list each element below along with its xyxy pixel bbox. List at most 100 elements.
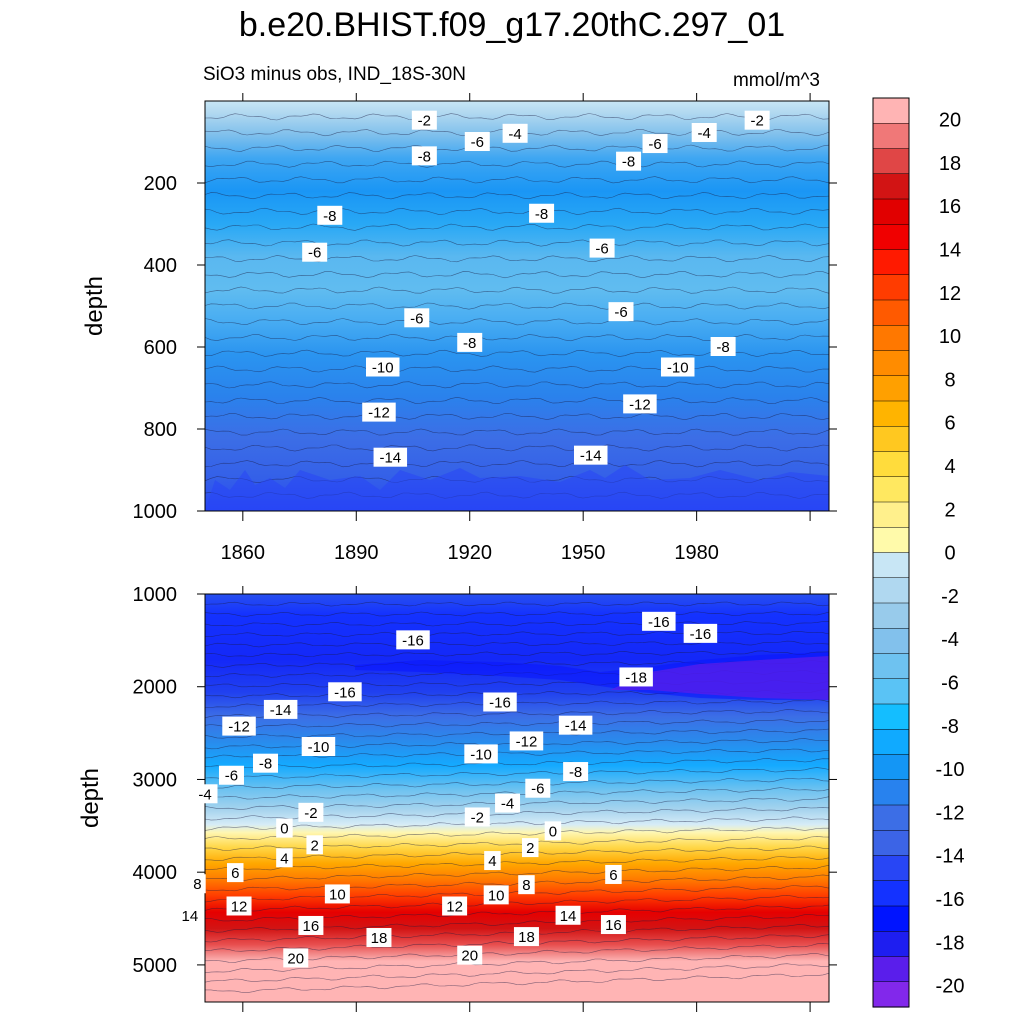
contour-label-bg (189, 874, 206, 894)
colorbar-label: -18 (936, 932, 965, 954)
contour-label-bg (544, 821, 562, 841)
top-deep-blob (205, 465, 829, 511)
contour-label: -6 (648, 136, 661, 153)
colorbar-swatch (873, 451, 909, 478)
contour-label: -14 (565, 718, 587, 735)
contour-label-bg (302, 242, 328, 262)
contour-line (204, 611, 830, 617)
contour-label-bg (521, 838, 539, 858)
contour-label-bg (619, 667, 653, 687)
colorbar: 20181614121086420-2-4-6-8-10-12-14-16-18… (872, 97, 965, 1008)
contour-label: -8 (463, 335, 476, 352)
colorbar-swatch (873, 274, 909, 301)
contour-line (204, 176, 830, 184)
contour-label: 18 (371, 930, 388, 947)
colorbar-label: 6 (944, 413, 955, 435)
contour-line (204, 767, 830, 780)
contour-label: -8 (323, 208, 336, 225)
colorbar-swatch (873, 249, 909, 276)
contour-label: 14 (182, 908, 199, 925)
contour-label: -6 (225, 768, 238, 785)
y-tick-label: 2000 (133, 677, 178, 699)
contour-label: -2 (750, 113, 763, 130)
contour-label-bg (573, 445, 608, 465)
colorbar-label: 4 (944, 456, 955, 478)
contour-label-bg (411, 146, 437, 166)
contour-line (205, 856, 830, 871)
contour-line (204, 381, 830, 389)
bottom-min-region (610, 656, 829, 700)
contour-label: -10 (470, 746, 492, 763)
y-tick-label: 1000 (133, 584, 178, 606)
x-tick-label: 1920 (447, 542, 492, 564)
y-tick-label: 200 (144, 173, 177, 195)
contour-label-bg (222, 716, 256, 736)
colorbar-label: -16 (936, 889, 965, 911)
colorbar-label: 16 (939, 196, 961, 218)
colorbar-label: 0 (944, 543, 955, 565)
contour-label-bg (373, 447, 408, 467)
contour-line (204, 271, 830, 279)
contour-label-bg (483, 692, 517, 712)
contour-line (204, 885, 830, 903)
contour-label-bg (464, 807, 490, 827)
colorbar-frame (872, 97, 910, 1008)
colorbar-label: 14 (939, 240, 961, 262)
colorbar-label: -14 (936, 846, 965, 868)
colorbar-swatch (873, 931, 909, 958)
contour-label: -12 (228, 719, 250, 736)
contour-label: -8 (569, 764, 582, 781)
contour-label-bg (366, 928, 392, 948)
contour-label: -8 (622, 154, 635, 171)
contour-label-bg (283, 948, 309, 968)
contour-line (205, 630, 830, 637)
colorbar-swatch (873, 906, 909, 932)
contour-label: -16 (334, 684, 356, 701)
contour-label-bg (263, 699, 298, 719)
contour-label-bg (563, 762, 589, 782)
contour-label: -12 (629, 396, 651, 413)
contour-line (204, 699, 830, 708)
contour-line (204, 223, 830, 231)
colorbar-swatch (873, 300, 909, 326)
contour-line (204, 113, 830, 121)
contour-line (204, 444, 830, 452)
contour-label: 10 (329, 886, 346, 903)
contour-line (204, 192, 830, 200)
contour-line (204, 239, 830, 247)
colorbar-swatch (873, 779, 909, 806)
contour-label: 4 (280, 850, 288, 867)
contour-label-bg (192, 784, 218, 804)
contour-label: -16 (402, 632, 424, 649)
colorbar-swatch (873, 375, 909, 402)
contour-label: 16 (303, 918, 320, 935)
colorbar-swatch (873, 603, 909, 629)
contour-line (204, 650, 830, 658)
contour-line (204, 460, 830, 468)
contour-line (204, 640, 830, 648)
contour-label-bg (558, 715, 593, 735)
colorbar-swatch (873, 855, 909, 882)
contour-label: -6 (471, 134, 484, 151)
contour-label-bg (589, 238, 615, 258)
contour-line (204, 777, 830, 790)
y-tick-label: 400 (144, 255, 177, 277)
contour-label-bg (298, 915, 324, 935)
contour-label-bg (306, 835, 323, 855)
contour-label: -18 (625, 669, 647, 686)
contour-label-bg (317, 205, 343, 225)
contour-label: 6 (231, 865, 239, 882)
contour-label: 20 (287, 950, 304, 967)
contour-label: -4 (501, 796, 514, 813)
top-plot-frame (204, 100, 830, 512)
contour-label: 14 (560, 908, 577, 925)
contour-label: -14 (379, 450, 401, 467)
contour-label-bg (483, 885, 509, 905)
contour-label: 16 (605, 917, 622, 934)
colorbar-label: 18 (939, 153, 961, 175)
contour-label: 0 (280, 821, 288, 838)
colorbar-swatch (873, 678, 909, 705)
contour-label: -16 (648, 614, 670, 631)
